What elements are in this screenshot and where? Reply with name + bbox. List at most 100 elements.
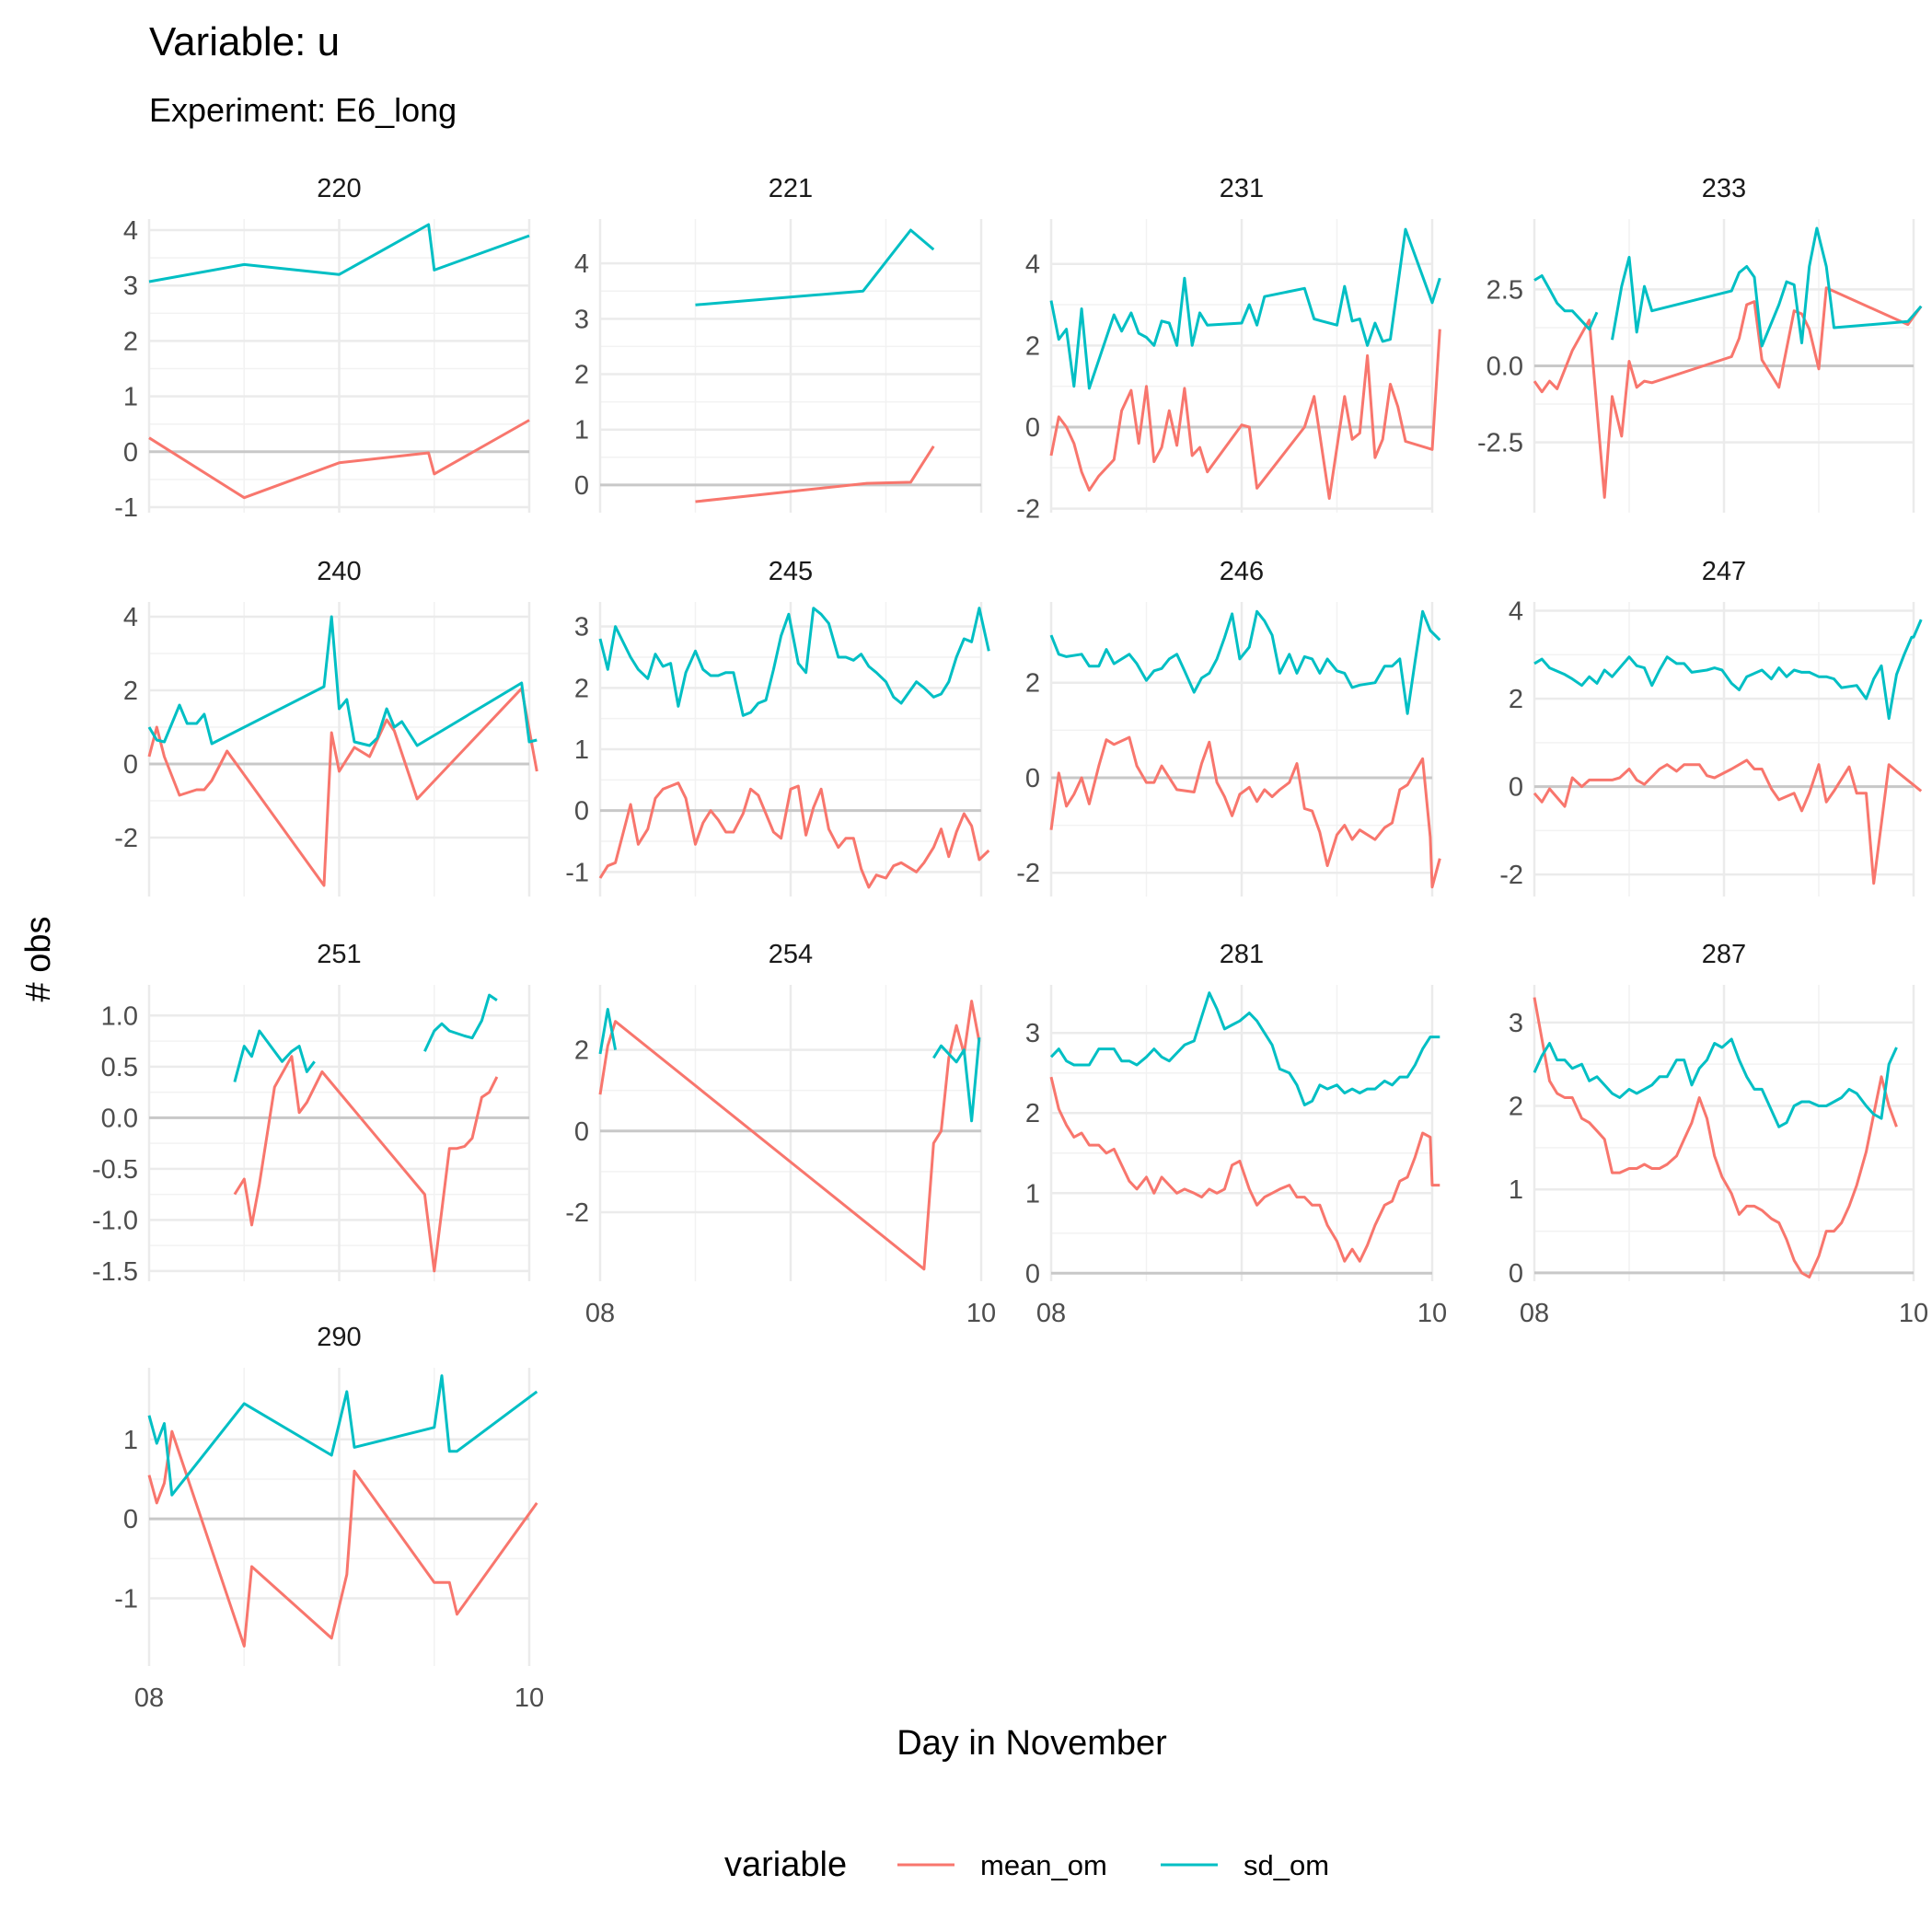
panel-287: 287 0 1 2 3 08 10 — [1509, 940, 1928, 1328]
legend-label: sd_om — [1244, 1849, 1329, 1881]
series-line-sd_om — [1049, 609, 1441, 715]
x-tick-label: 10 — [515, 1683, 544, 1713]
facet-panels: 220-10123422101234231-2024233-2.50.02.52… — [92, 174, 1928, 1713]
y-tick-label: 4 — [123, 216, 138, 246]
series-line-mean_om — [233, 1055, 499, 1273]
y-tick-label: 0 — [1025, 1259, 1040, 1289]
legend-item-sd_om: sd_om — [1161, 1849, 1329, 1881]
y-tick-label: 2 — [1025, 1099, 1040, 1128]
y-tick-label: 3 — [1509, 1009, 1523, 1038]
y-tick-label: 2 — [1509, 685, 1523, 714]
y-tick-label: 2.5 — [1487, 275, 1523, 305]
panel-233: 233 -2.5 0.0 2.5 — [1477, 174, 1923, 513]
chart-title: Variable: u — [149, 19, 340, 64]
x-tick-label: 10 — [1899, 1299, 1928, 1328]
y-tick-label: 2 — [1025, 331, 1040, 361]
y-tick-label: -1 — [565, 858, 589, 887]
panel-251: 251 -1.5 -1.0 -0.5 0.0 0.5 1.0 — [92, 940, 531, 1287]
panel-title: 245 — [769, 557, 813, 586]
y-tick-label: 2 — [574, 1036, 589, 1066]
y-tick-label: 0.5 — [101, 1053, 138, 1082]
y-tick-label: 2 — [1025, 669, 1040, 699]
legend-title: variable — [724, 1845, 847, 1884]
panel-290: 290 -1 0 1 08 10 — [114, 1323, 544, 1713]
series-line-mean_om — [1533, 286, 1923, 499]
series-line-sd_om — [233, 1029, 316, 1082]
panel-title: 254 — [769, 940, 813, 969]
chart-subtitle: Experiment: E6_long — [149, 91, 457, 129]
y-tick-label: -2.5 — [1477, 429, 1523, 458]
series-line-sd_om — [1049, 227, 1441, 390]
y-tick-label: 3 — [1025, 1019, 1040, 1048]
y-tick-label: 3 — [123, 272, 138, 301]
y-tick-label: 4 — [123, 603, 138, 632]
y-tick-label: 2 — [574, 361, 589, 390]
x-tick-label: 08 — [134, 1683, 164, 1713]
panel-title: 220 — [317, 174, 361, 203]
y-tick-label: 2 — [574, 674, 589, 703]
panel-title: 221 — [769, 174, 813, 203]
series-line-mean_om — [1049, 329, 1441, 500]
y-tick-label: 0 — [1509, 773, 1523, 803]
panel-title: 231 — [1220, 174, 1264, 203]
y-tick-label: 0 — [574, 1117, 589, 1147]
y-tick-label: 2 — [123, 327, 138, 356]
y-tick-label: 0 — [1509, 1259, 1523, 1289]
series-line-sd_om — [1049, 991, 1440, 1106]
series-line-sd_om — [932, 1037, 981, 1123]
x-tick-label: 08 — [1520, 1299, 1549, 1328]
series-line-mean_om — [598, 781, 990, 889]
y-tick-label: 4 — [1509, 597, 1523, 627]
panel-254: 254 -2 0 2 08 10 — [565, 940, 996, 1328]
legend-label: mean_om — [980, 1849, 1107, 1881]
series-line-sd_om — [1533, 619, 1923, 721]
panel-247: 247 -2 0 2 4 — [1499, 557, 1923, 897]
panel-246: 246 -2 0 2 — [1016, 557, 1441, 897]
panel-231: 231 -2 0 2 4 — [1016, 174, 1441, 525]
y-tick-label: 3 — [574, 305, 589, 334]
y-tick-label: -2 — [565, 1198, 589, 1228]
panel-220: 220 -1 0 1 2 3 4 — [114, 174, 531, 523]
y-tick-label: 0 — [574, 471, 589, 501]
x-tick-label: 10 — [966, 1299, 996, 1328]
series-line-mean_om — [147, 687, 538, 887]
series-line-sd_om — [423, 993, 498, 1052]
y-tick-label: 0.0 — [1487, 353, 1523, 382]
panel-title: 287 — [1702, 940, 1746, 969]
series-line-sd_om — [1611, 226, 1923, 348]
y-axis-label: # obs — [19, 917, 58, 1002]
series-line-mean_om — [1049, 735, 1441, 889]
x-tick-label: 08 — [1036, 1299, 1066, 1328]
series-line-sd_om — [1533, 274, 1599, 331]
panel-281: 281 0 1 2 3 08 10 — [1025, 940, 1447, 1328]
panel-245: 245 -1 0 1 2 3 — [565, 557, 990, 897]
x-axis-label: Day in November — [897, 1724, 1167, 1763]
y-tick-label: 1 — [574, 416, 589, 445]
y-tick-label: 1 — [574, 735, 589, 765]
y-tick-label: 2 — [1509, 1093, 1523, 1122]
y-tick-label: -2 — [114, 824, 138, 853]
y-tick-label: 1 — [1025, 1179, 1040, 1209]
y-tick-label: 0 — [1025, 764, 1040, 793]
y-tick-label: 0 — [123, 438, 138, 468]
series-line-sd_om — [147, 615, 538, 747]
series-line-sd_om — [598, 607, 990, 717]
y-tick-label: -2 — [1016, 495, 1040, 525]
y-tick-label: -2 — [1016, 859, 1040, 888]
panel-title: 290 — [317, 1323, 361, 1352]
y-tick-label: 0.0 — [101, 1104, 138, 1133]
y-tick-label: 0 — [574, 797, 589, 827]
series-line-mean_om — [1533, 758, 1923, 885]
y-tick-label: 1 — [1509, 1175, 1523, 1205]
x-tick-label: 10 — [1417, 1299, 1447, 1328]
series-line-mean_om — [1049, 1076, 1440, 1263]
panel-240: 240 -2 0 2 4 — [114, 557, 538, 897]
y-tick-label: -0.5 — [92, 1155, 138, 1185]
y-tick-label: 0 — [123, 750, 138, 780]
panel-title: 247 — [1702, 557, 1746, 586]
y-tick-label: 1 — [123, 383, 138, 412]
y-tick-label: -1.0 — [92, 1206, 138, 1235]
series-line-sd_om — [147, 1374, 538, 1497]
series-line-sd_om — [1533, 1037, 1898, 1128]
series-line-mean_om — [1533, 997, 1898, 1278]
